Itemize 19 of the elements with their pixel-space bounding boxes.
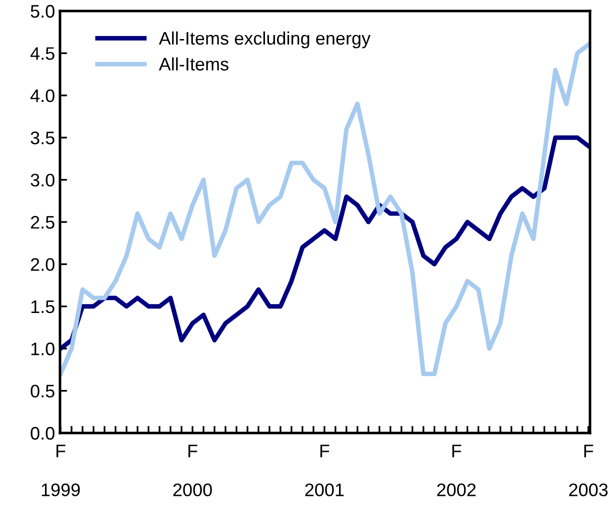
y-tick-label: 5.0 <box>30 4 54 18</box>
category-label: F 1999 <box>42 444 80 496</box>
category-label: F 2001 <box>305 444 344 496</box>
category-label: F 2003 <box>569 444 608 496</box>
line-series <box>60 135 590 351</box>
y-tick-label: 4.0 <box>30 89 54 102</box>
y-tick-label: 1.5 <box>31 300 54 314</box>
y-tick-label: 3.0 <box>30 174 54 187</box>
category-label: F 2002 <box>437 444 476 496</box>
y-tick-label: 3.5 <box>30 132 54 144</box>
y-tick-label: 4.5 <box>30 47 54 60</box>
y-tick-label: 0.5 <box>30 384 54 398</box>
y-tick-label: 1.0 <box>31 342 54 356</box>
category-label: F 2000 <box>173 444 212 496</box>
y-tick-label: 0.0 <box>30 426 54 440</box>
y-tick-label: 2.5 <box>30 216 54 229</box>
legend-label: All-Items excluding energy <box>158 31 371 48</box>
legend-label: All-Items <box>158 57 228 71</box>
y-tick-label: 2.0 <box>30 258 54 271</box>
